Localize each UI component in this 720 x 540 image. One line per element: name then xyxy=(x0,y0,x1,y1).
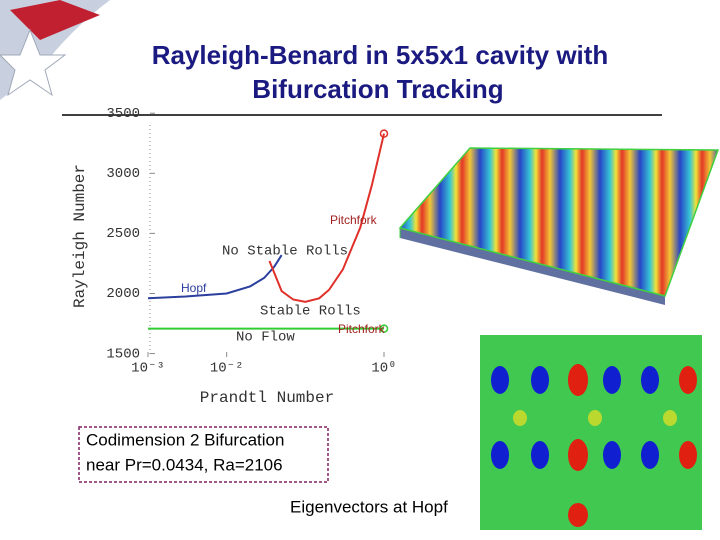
y-axis-label: Rayleigh Number xyxy=(71,164,89,308)
annotation: No Stable Rolls xyxy=(222,244,348,260)
y-tick-label: 3500 xyxy=(106,106,140,122)
series-line xyxy=(268,133,385,303)
note: near Pr=0.0434, Ra=2106 xyxy=(86,455,283,474)
x-tick-label: 10⁻² xyxy=(210,361,244,377)
title: Bifurcation Tracking xyxy=(252,74,503,104)
note: Codimension 2 Bifurcation xyxy=(86,430,284,449)
caption: Eigenvectors at Hopf xyxy=(290,497,448,516)
x-tick-label: 10⁻³ xyxy=(131,361,165,377)
annotation: Hopf xyxy=(181,281,207,295)
series-line xyxy=(147,254,283,300)
cavity-image xyxy=(398,147,720,305)
annotation: Pitchfork xyxy=(338,322,386,336)
y-tick-label: 2500 xyxy=(106,226,140,242)
x-axis-label: Prandtl Number xyxy=(200,389,334,407)
x-tick-label: 10⁰ xyxy=(371,361,396,377)
pitchfork-marker xyxy=(379,129,389,138)
pitchfork-marker xyxy=(379,324,389,333)
annotation: Pitchfork xyxy=(330,213,378,227)
y-tick-label: 3000 xyxy=(106,166,140,182)
annotation: Stable Rolls xyxy=(260,304,361,320)
y-tick-label: 2000 xyxy=(106,286,140,302)
title: Rayleigh-Benard in 5x5x1 cavity with xyxy=(152,40,609,70)
logo xyxy=(0,0,110,100)
y-tick-label: 1500 xyxy=(106,346,140,362)
annotation: No Flow xyxy=(236,330,295,346)
eigenvector-image xyxy=(480,335,702,530)
note-box xyxy=(78,426,329,483)
